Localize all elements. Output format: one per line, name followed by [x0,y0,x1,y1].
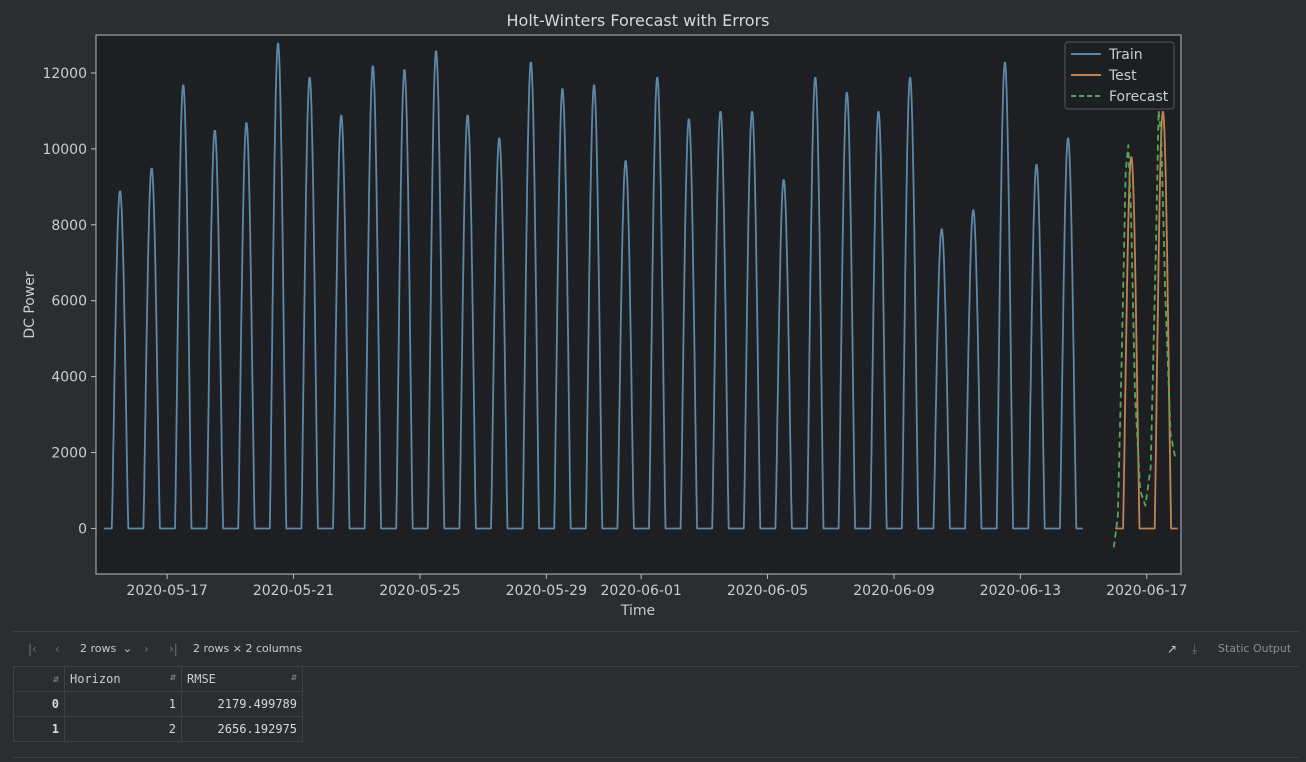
table-header-row: ⇵ Horizon ⇵ RMSE ⇵ [13,666,303,692]
open-in-new-icon[interactable]: ↗ [1167,642,1178,656]
x-tick-label: 2020-05-25 [379,583,460,599]
column-header-index[interactable]: ⇵ [13,666,65,692]
plot-layer [103,42,1178,548]
rmse-cell: 2656.192975 [181,716,303,742]
chart-title: Holt-Winters Forecast with Errors [507,11,770,30]
y-tick-label: 6000 [51,294,87,310]
next-page-icon[interactable]: › [144,642,149,656]
legend-label-train: Train [1108,47,1143,63]
legend-label-forecast: Forecast [1109,89,1169,105]
table-row: 1 2 2656.192975 [13,716,303,742]
legend-label-test: Test [1108,68,1137,84]
sort-icon[interactable]: ⇵ [169,672,176,683]
chart-area: Holt-Winters Forecast with Errors 0 2000 4… [22,11,1187,619]
output-toolbar: |‹ ‹ 2 rows ⌄ › ›| 2 rows × 2 columns ↗ … [13,631,1299,667]
row-index: 1 [13,716,65,742]
x-tick-label: 2020-06-05 [727,583,808,599]
y-tick-label: 12000 [42,66,87,82]
x-tick-label: 2020-06-09 [853,583,934,599]
y-tick-label: 4000 [51,370,87,386]
x-tick-label: 2020-05-17 [126,583,207,599]
sort-icon[interactable]: ⇵ [290,672,297,683]
plot-background [95,34,1182,575]
y-tick-label: 2000 [51,446,87,462]
y-tick-label: 10000 [42,142,87,158]
x-tick-label: 2020-05-29 [506,583,587,599]
series-line-forecast [1112,110,1177,548]
chevron-down-icon: ⌄ [122,642,132,655]
bottom-divider [13,757,1299,758]
legend: Train Test Forecast [1064,41,1175,110]
x-axis-label: Time [620,603,655,619]
x-tick-label: 2020-05-21 [253,583,334,599]
sort-icon[interactable]: ⇵ [52,673,59,685]
series-line-train [103,42,1084,530]
row-index: 0 [13,691,65,717]
column-header-rmse[interactable]: RMSE ⇵ [181,666,303,692]
y-tick-label: 8000 [51,218,87,234]
legend-box [1064,41,1175,110]
column-header-horizon[interactable]: Horizon ⇵ [64,666,182,692]
last-page-icon[interactable]: ›| [169,642,178,656]
first-page-icon[interactable]: |‹ [28,642,37,656]
x-tick-label: 2020-06-17 [1106,583,1187,599]
rmse-cell: 2179.499789 [181,691,303,717]
x-tick-label: 2020-06-01 [600,583,681,599]
x-tick-label: 2020-06-13 [980,583,1061,599]
table-row: 0 1 2179.499789 [13,691,303,717]
series-line-test [1114,111,1178,530]
axis-layer: 0 2000 4000 6000 8000 10000 12000 2020-05-17 202… [42,66,1187,599]
results-table: ⇵ Horizon ⇵ RMSE ⇵ 0 1 2179.499789 1 2 265… [13,666,303,742]
rows-select[interactable]: 2 rows ⌄ [80,632,132,666]
prev-page-icon[interactable]: ‹ [55,642,60,656]
horizon-cell: 2 [64,716,182,742]
rows-select-label: 2 rows [80,642,117,655]
y-axis-label: DC Power [22,271,38,339]
dimensions-label: 2 rows × 2 columns [193,642,303,655]
download-icon[interactable]: ⤓ [1192,642,1198,656]
forecast-chart: Holt-Winters Forecast with Errors 0 2000 4… [22,11,1187,619]
horizon-cell: 1 [64,691,182,717]
y-tick-label: 0 [78,521,87,537]
static-output-label: Static Output [1218,642,1292,655]
